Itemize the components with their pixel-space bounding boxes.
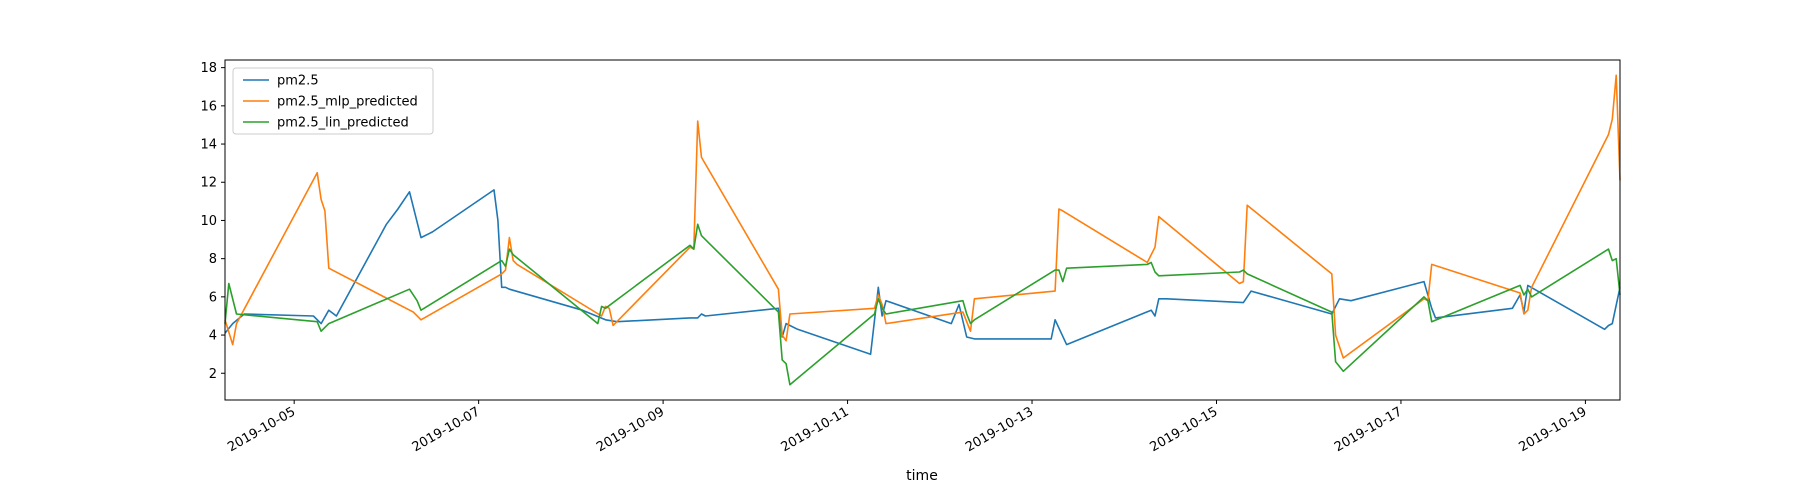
legend-label: pm2.5_lin_predicted [277, 116, 409, 131]
y-tick-label: 8 [209, 252, 217, 267]
x-axis: 2019-10-05 2019-10-07 2019-10-09 2019-10-11… [225, 400, 1589, 455]
x-tick-label: 2019-10-15 [1148, 404, 1221, 455]
y-tick-label: 6 [209, 290, 217, 305]
series-line-2 [224, 223, 1621, 386]
series-line-0 [224, 189, 1621, 356]
x-tick-label: 2019-10-11 [779, 404, 852, 455]
y-tick-label: 16 [200, 99, 217, 114]
legend-label: pm2.5_mlp_predicted [277, 95, 418, 110]
y-tick-label: 18 [200, 61, 217, 76]
x-tick-label: 2019-10-05 [225, 404, 298, 455]
x-tick-label: 2019-10-09 [594, 404, 667, 455]
y-axis: 2 4 6 8 10 12 14 16 18 [200, 61, 225, 382]
y-tick-label: 14 [200, 138, 217, 153]
legend-box [232, 67, 434, 135]
y-tick-label: 2 [209, 367, 217, 382]
plot-frame [224, 59, 1621, 401]
x-tick-label: 2019-10-17 [1332, 404, 1405, 455]
legend-label: pm2.5 [277, 74, 319, 89]
y-tick-label: 10 [200, 214, 217, 229]
x-tick-label: 2019-10-07 [410, 404, 483, 455]
series-lines [224, 74, 1621, 386]
x-tick-label: 2019-10-19 [1516, 404, 1589, 455]
y-tick-label: 4 [209, 329, 217, 344]
y-tick-label: 12 [200, 176, 217, 191]
series-line-1 [224, 74, 1621, 359]
x-axis-label: time [906, 468, 938, 484]
legend: pm2.5 pm2.5_mlp_predicted pm2.5_lin_predic… [232, 67, 434, 135]
x-tick-label: 2019-10-13 [963, 404, 1036, 455]
